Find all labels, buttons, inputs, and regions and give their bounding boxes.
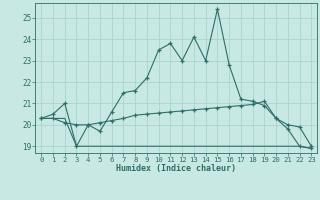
X-axis label: Humidex (Indice chaleur): Humidex (Indice chaleur)	[116, 164, 236, 173]
